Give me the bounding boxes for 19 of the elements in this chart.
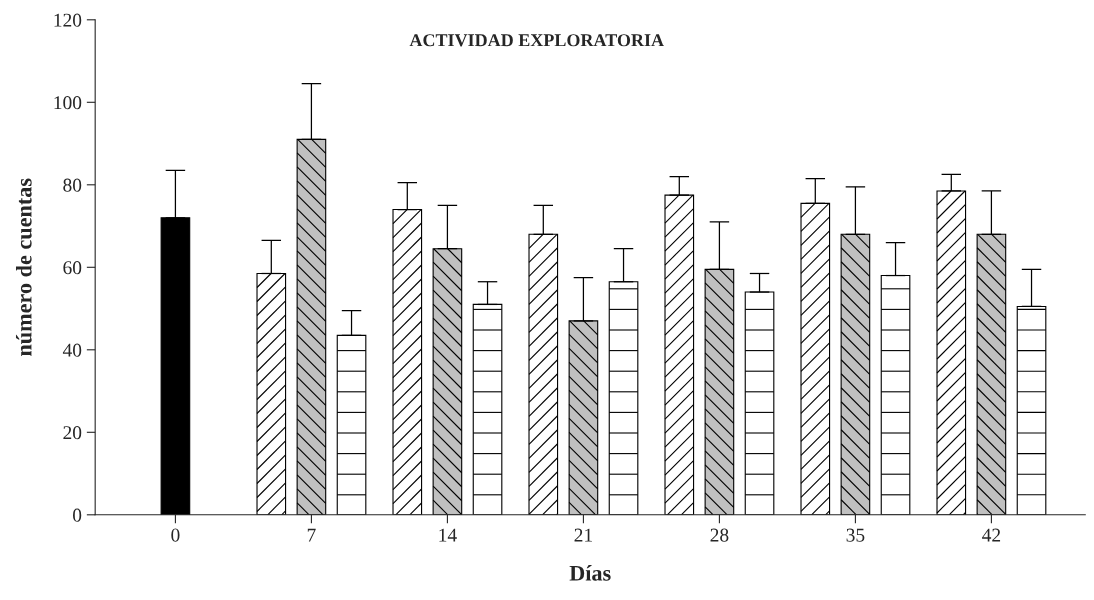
x-tick-label: 14 [439,528,457,542]
bar [744,291,775,515]
y-tick-label: 80 [63,178,82,192]
x-tick-label: 28 [710,528,729,542]
x-axis-title: Días [569,565,611,581]
x-tick-label: 21 [574,528,592,542]
text: ACTIVIDAD EXPLORATORIA [409,34,664,47]
y-tick-label: 20 [63,426,82,440]
x-tick-label: 0 [171,528,180,542]
y-tick-label: 100 [54,96,82,110]
x-tick-label: 42 [982,528,1001,542]
y-tick-label: 60 [63,261,82,275]
y-tick-label: 40 [62,343,82,357]
y-tick-label: 120 [54,13,82,27]
y-axis-title: número de cuentas [15,178,32,357]
x-tick-label: 7 [307,528,316,542]
x-tick-label: 35 [846,528,865,542]
bar [936,190,967,515]
y-tick-label: 0 [73,508,82,522]
